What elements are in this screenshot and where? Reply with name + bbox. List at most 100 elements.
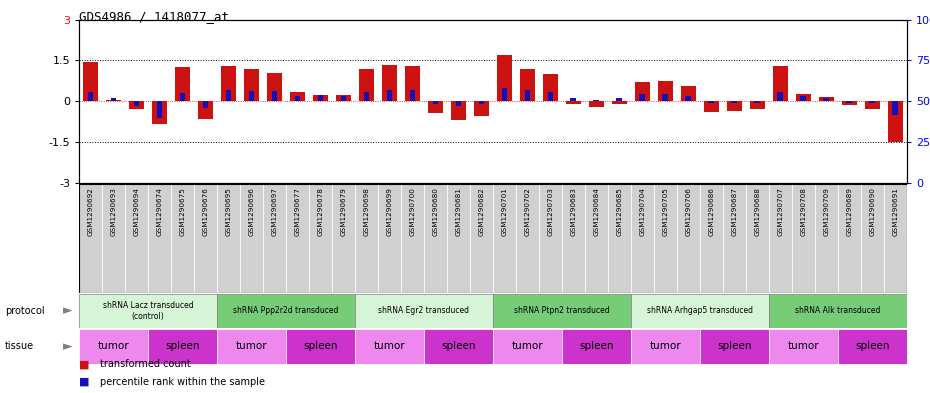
Text: GSM1290705: GSM1290705 xyxy=(662,187,669,236)
Bar xyxy=(538,184,562,293)
Text: tumor: tumor xyxy=(235,341,267,351)
Bar xyxy=(217,329,286,364)
Bar xyxy=(838,329,907,364)
Text: spleen: spleen xyxy=(579,341,614,351)
Bar xyxy=(565,101,581,104)
Bar xyxy=(179,93,185,101)
Text: shRNA Lacz transduced
(control): shRNA Lacz transduced (control) xyxy=(102,301,193,321)
Text: GDS4986 / 1418077_at: GDS4986 / 1418077_at xyxy=(79,10,229,23)
Text: GSM1290674: GSM1290674 xyxy=(156,187,163,236)
Bar xyxy=(562,184,585,293)
Bar xyxy=(769,184,791,293)
Bar xyxy=(699,184,723,293)
Bar xyxy=(815,184,838,293)
Text: tumor: tumor xyxy=(512,341,543,351)
Bar xyxy=(631,184,654,293)
Text: GSM1290693: GSM1290693 xyxy=(111,187,116,236)
Text: spleen: spleen xyxy=(855,341,889,351)
Text: tumor: tumor xyxy=(98,341,129,351)
Bar xyxy=(129,101,144,109)
Bar xyxy=(493,294,631,328)
Bar xyxy=(658,81,672,101)
Text: GSM1290691: GSM1290691 xyxy=(892,187,898,236)
Text: GSM1290676: GSM1290676 xyxy=(203,187,208,236)
Text: tumor: tumor xyxy=(374,341,405,351)
Bar xyxy=(769,294,907,328)
Text: GSM1290680: GSM1290680 xyxy=(432,187,438,236)
Text: GSM1290702: GSM1290702 xyxy=(525,187,530,236)
Bar xyxy=(746,184,769,293)
Bar xyxy=(777,92,783,101)
Text: transformed count: transformed count xyxy=(100,360,191,369)
Bar xyxy=(842,101,857,105)
Bar xyxy=(501,88,507,101)
Text: GSM1290683: GSM1290683 xyxy=(570,187,577,236)
Bar xyxy=(861,184,884,293)
Bar xyxy=(699,329,769,364)
Text: GSM1290707: GSM1290707 xyxy=(777,187,783,236)
Bar xyxy=(589,101,604,107)
Bar xyxy=(83,62,98,101)
Text: ■: ■ xyxy=(79,360,89,369)
Text: GSM1290697: GSM1290697 xyxy=(272,187,277,236)
Bar xyxy=(612,101,627,104)
Bar xyxy=(870,101,875,103)
Bar xyxy=(548,92,553,101)
Bar xyxy=(838,184,861,293)
Bar xyxy=(631,294,769,328)
Text: GSM1290692: GSM1290692 xyxy=(87,187,94,236)
Bar xyxy=(198,101,213,119)
Text: percentile rank within the sample: percentile rank within the sample xyxy=(100,377,264,387)
Text: spleen: spleen xyxy=(441,341,475,351)
Text: spleen: spleen xyxy=(717,341,751,351)
Bar xyxy=(818,97,834,101)
Bar xyxy=(175,67,190,101)
Bar xyxy=(474,101,489,116)
Text: protocol: protocol xyxy=(5,306,45,316)
Bar xyxy=(727,101,742,111)
Text: spleen: spleen xyxy=(166,341,200,351)
Text: GSM1290700: GSM1290700 xyxy=(409,187,416,236)
Text: GSM1290682: GSM1290682 xyxy=(478,187,485,236)
Text: ►: ► xyxy=(63,340,73,353)
Bar xyxy=(685,96,691,101)
Text: tumor: tumor xyxy=(649,341,681,351)
Bar xyxy=(217,184,240,293)
Bar xyxy=(355,184,378,293)
Bar xyxy=(723,184,746,293)
Bar xyxy=(456,101,461,106)
Bar xyxy=(750,101,764,109)
Bar xyxy=(313,95,328,101)
Text: GSM1290701: GSM1290701 xyxy=(501,187,508,236)
Text: GSM1290684: GSM1290684 xyxy=(593,187,599,236)
Text: GSM1290709: GSM1290709 xyxy=(823,187,830,236)
Text: GSM1290686: GSM1290686 xyxy=(709,187,714,236)
Bar xyxy=(769,329,838,364)
Bar xyxy=(332,184,355,293)
Bar xyxy=(801,96,806,101)
Text: GSM1290690: GSM1290690 xyxy=(870,187,875,236)
Bar xyxy=(865,101,880,109)
Bar xyxy=(156,101,163,118)
Bar xyxy=(677,184,699,293)
Text: GSM1290689: GSM1290689 xyxy=(846,187,852,236)
Bar xyxy=(432,101,438,105)
Bar xyxy=(424,184,447,293)
Bar xyxy=(409,90,416,101)
Text: GSM1290699: GSM1290699 xyxy=(387,187,392,236)
Text: spleen: spleen xyxy=(303,341,338,351)
Bar xyxy=(217,294,355,328)
Bar xyxy=(493,329,562,364)
Bar xyxy=(364,92,369,101)
Bar xyxy=(272,91,277,101)
Text: GSM1290678: GSM1290678 xyxy=(317,187,324,236)
Text: GSM1290685: GSM1290685 xyxy=(617,187,622,236)
Bar xyxy=(570,99,577,101)
Bar xyxy=(884,184,907,293)
Bar xyxy=(263,184,286,293)
Bar xyxy=(654,184,677,293)
Text: tumor: tumor xyxy=(788,341,819,351)
Bar xyxy=(111,98,116,101)
Bar xyxy=(681,86,696,101)
Bar xyxy=(635,82,650,101)
